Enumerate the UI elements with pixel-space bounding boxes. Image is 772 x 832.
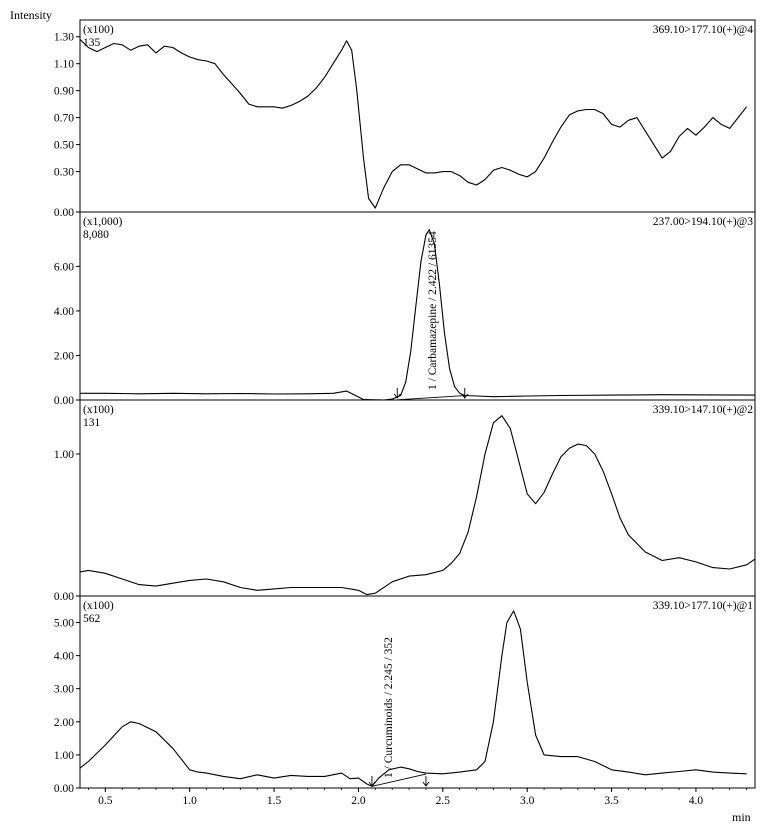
panel-frame (79, 211, 756, 401)
x-tick-label: 2.5 (436, 795, 451, 807)
y-tick-label: 0.30 (54, 167, 74, 179)
scale-label: (x100) (83, 404, 114, 416)
y-tick-label: 0.00 (54, 395, 74, 407)
panel-frame (79, 595, 756, 789)
y-axis-title: Intensity (10, 8, 52, 22)
y-tick-label: 2.00 (54, 717, 74, 729)
integration-baseline (371, 773, 427, 787)
peak-marker-arrow (422, 781, 430, 787)
x-tick-label: 1.5 (267, 795, 282, 807)
y-tick-label: 0.50 (54, 140, 74, 152)
y-tick-label: 4.00 (54, 651, 74, 663)
peak-marker-arrow (393, 393, 401, 399)
transition-label: 237.00>194.10(+)@3 (653, 216, 753, 228)
scale-label: (x100) (83, 24, 114, 36)
y-tick-label: 5.00 (54, 618, 74, 630)
max-intensity-label: 562 (83, 613, 101, 625)
max-intensity-label: 135 (83, 37, 101, 49)
y-tick-label: 0.00 (54, 207, 74, 219)
y-tick-label: 0.70 (54, 113, 74, 125)
peak-marker-arrow (461, 393, 469, 399)
x-tick-label: 0.5 (98, 795, 113, 807)
x-tick-label: 4.0 (689, 795, 704, 807)
panel-frame (79, 19, 756, 213)
y-tick-label: 0.00 (54, 591, 74, 603)
panel-frame (79, 399, 756, 597)
integration-baseline (397, 395, 465, 401)
panel-1: 0.00 0.30 0.50 0.70 0.90 1.10 1.30 (x100)135 369… (54, 19, 756, 219)
chart-panels: 0.000.300.500.700.901.101.30(x100)135369… (54, 19, 756, 795)
x-tick-label: 2.0 (351, 795, 366, 807)
peak-annotation: 1 / Carbamazepine / 2.422 / 61354 (427, 231, 439, 390)
y-tick-label: 1.10 (54, 59, 74, 71)
peak-annotation: 1 / Curcuminoids / 2.245 / 352 (383, 637, 395, 778)
trace-line (80, 39, 748, 209)
panel-3: 0.00 1.00 (x100)131 339.10>147.10(+)@2 (54, 399, 756, 603)
transition-label: 339.10>177.10(+)@1 (653, 600, 753, 612)
trace-line (80, 229, 755, 400)
y-tick-label: 3.00 (54, 684, 74, 696)
x-axis: 0.5 1.0 1.5 2.0 2.5 3.0 3.5 4.0 (88, 788, 747, 807)
y-tick-label: 0.90 (54, 86, 74, 98)
y-tick-label: 4.00 (54, 306, 74, 318)
trace-line (80, 610, 747, 787)
y-tick-label: 1.00 (54, 750, 74, 762)
peak-marker-arrow (368, 781, 376, 787)
max-intensity-label: 8,080 (83, 229, 109, 241)
panel-4: 0.00 1.00 2.00 3.00 4.00 5.00 (x100)562 339.10>… (54, 595, 756, 795)
transition-label: 369.10>177.10(+)@4 (653, 24, 753, 36)
trace-line (80, 415, 755, 596)
x-axis-title: min (732, 810, 751, 824)
scale-label: (x100) (83, 600, 114, 612)
x-tick-label: 3.0 (520, 795, 535, 807)
y-tick-label: 1.30 (54, 32, 74, 44)
x-tick-label: 1.0 (183, 795, 198, 807)
x-tick-label: 3.5 (604, 795, 619, 807)
y-tick-label: 2.00 (54, 350, 74, 362)
y-tick-label: 1.00 (54, 449, 74, 461)
max-intensity-label: 131 (83, 417, 101, 429)
y-tick-label: 0.00 (54, 783, 74, 795)
y-tick-label: 6.00 (54, 261, 74, 273)
panel-2: 0.00 2.00 4.00 6.00 (x1,000)8,080 237.00>194.… (54, 211, 756, 407)
scale-label: (x1,000) (83, 216, 122, 228)
transition-label: 339.10>147.10(+)@2 (653, 404, 753, 416)
